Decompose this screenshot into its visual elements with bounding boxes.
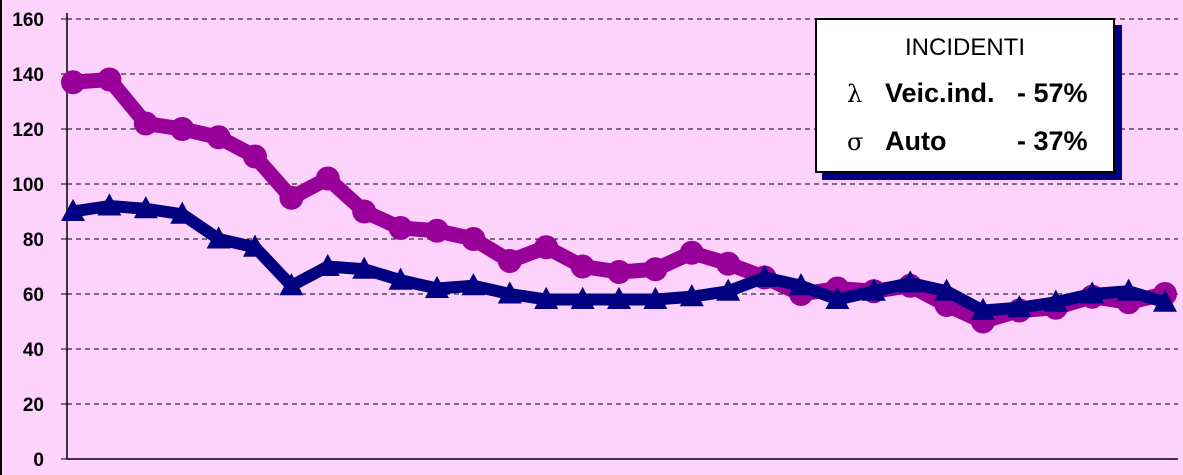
data-point-auto [934, 278, 959, 301]
data-point-auto [352, 256, 377, 279]
data-point-auto [243, 234, 267, 257]
data-point-auto [279, 273, 304, 296]
y-tick-label: 20 [23, 395, 44, 416]
data-point-veic [461, 227, 486, 251]
data-point-auto [789, 273, 813, 296]
data-point-auto [1153, 289, 1177, 312]
data-point-veic [97, 67, 122, 92]
data-point-auto [716, 278, 741, 301]
y-tick-label: 160 [12, 10, 44, 31]
data-point-auto [679, 284, 704, 307]
data-point-auto [607, 286, 631, 309]
data-point-auto [1007, 295, 1032, 318]
data-point-veic [643, 257, 668, 282]
data-point-auto [643, 286, 668, 309]
y-tick-label: 140 [12, 65, 44, 86]
data-point-auto [206, 226, 231, 249]
data-point-veic [170, 117, 195, 141]
data-point-auto [97, 193, 122, 216]
data-point-auto [1116, 278, 1141, 301]
data-point-veic [497, 249, 522, 273]
data-point-veic [133, 111, 158, 136]
data-point-auto [461, 273, 486, 296]
data-point-auto [497, 281, 522, 304]
y-tick-label: 80 [23, 230, 44, 251]
data-point-auto [570, 286, 595, 309]
data-point-veic [607, 260, 631, 284]
data-point-auto [1043, 289, 1068, 312]
data-point-veic [388, 216, 413, 240]
data-point-auto [534, 286, 559, 309]
data-point-auto [170, 201, 195, 224]
legend-row-veic: λ Veic.ind. - 57% [847, 78, 1088, 109]
data-point-veic [206, 125, 231, 150]
data-point-veic [243, 144, 267, 169]
data-point-auto [315, 253, 340, 276]
data-point-veic [352, 199, 377, 224]
legend-row-auto: σ Auto - 37% [847, 126, 1088, 157]
data-point-auto [861, 278, 886, 301]
legend-value-auto: - 37% [1017, 126, 1088, 156]
data-point-auto [898, 270, 923, 293]
legend-name-veic: Veic.ind. [885, 78, 995, 108]
data-point-auto [752, 264, 777, 287]
y-tick-label: 120 [12, 120, 44, 141]
data-point-veic [61, 70, 85, 95]
data-point-auto [825, 286, 850, 309]
legend-symbol-veic: λ [847, 80, 863, 108]
data-point-veic [570, 254, 595, 279]
data-point-auto [971, 297, 995, 320]
y-tick-label: 0 [33, 450, 44, 471]
data-point-auto [388, 267, 413, 290]
legend-symbol-auto: σ [847, 128, 864, 156]
series-group [61, 67, 1177, 334]
data-point-auto [61, 198, 85, 221]
legend-title: INCIDENTI [905, 34, 1025, 61]
data-point-veic [716, 251, 741, 276]
data-point-veic [425, 218, 449, 243]
data-point-auto [133, 196, 158, 219]
legend-box: INCIDENTI λ Veic.ind. - 57% σ Auto - 37% [815, 18, 1115, 173]
data-point-auto [1080, 281, 1105, 304]
data-point-veic [679, 240, 704, 265]
data-point-veic [315, 166, 340, 191]
y-tick-label: 60 [23, 285, 44, 306]
data-point-veic [279, 185, 304, 210]
legend-value-veic: - 57% [1017, 78, 1088, 108]
y-tick-label: 40 [23, 340, 44, 361]
legend-name-auto: Auto [885, 126, 947, 156]
data-point-auto [425, 275, 449, 298]
series-auto [61, 193, 1177, 320]
data-point-veic [534, 235, 559, 260]
y-tick-label: 100 [12, 175, 44, 196]
y-tick-labels: 0 20 40 60 80 100 120 140 160 [12, 10, 44, 471]
